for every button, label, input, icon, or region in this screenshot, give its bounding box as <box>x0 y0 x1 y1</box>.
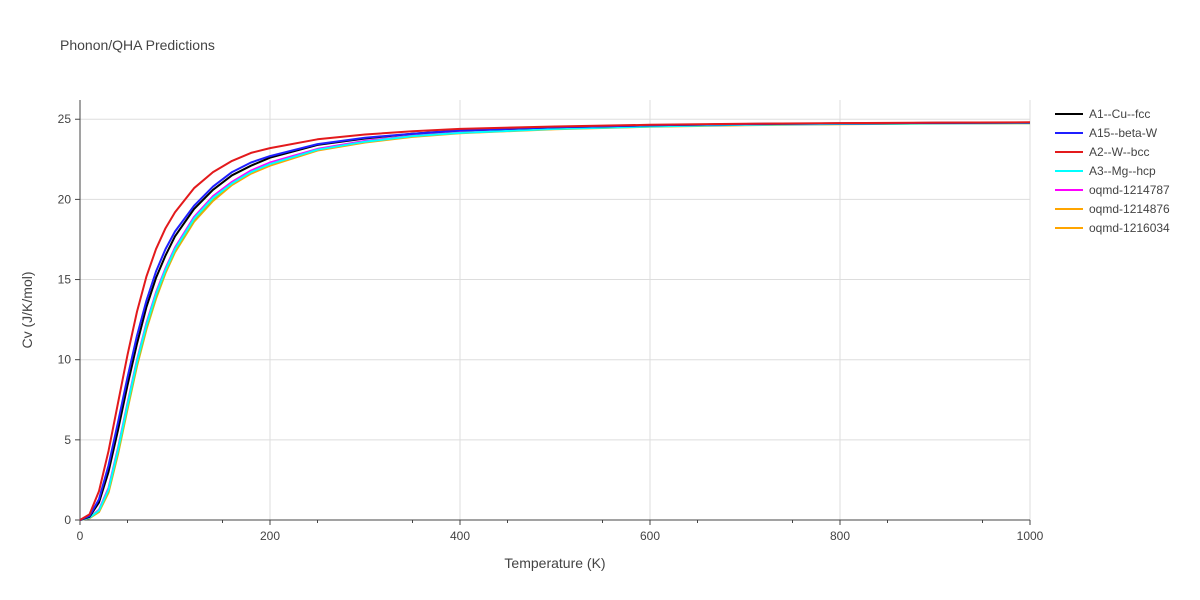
legend-label: oqmd-1214876 <box>1089 202 1170 216</box>
y-tick-label: 0 <box>64 513 71 527</box>
axes: 0 200 400 600 800 1000 0 5 10 15 20 25 <box>58 100 1044 543</box>
y-axis-title: Cv (J/K/mol) <box>19 272 35 349</box>
x-tick-label: 600 <box>640 529 660 543</box>
x-tick-label: 400 <box>450 529 470 543</box>
legend-label: oqmd-1214787 <box>1089 183 1170 197</box>
legend-label: A3--Mg--hcp <box>1089 164 1156 178</box>
legend-item-oqmd-1214787[interactable]: oqmd-1214787 <box>1055 183 1170 197</box>
legend[interactable]: A1--Cu--fcc A15--beta-W A2--W--bcc A3--Mg--… <box>1055 107 1170 235</box>
y-tick-label: 25 <box>58 112 72 126</box>
x-tick-label: 800 <box>830 529 850 543</box>
y-tick-label: 5 <box>64 433 71 447</box>
chart-title: Phonon/QHA Predictions <box>60 37 215 53</box>
legend-label: A15--beta-W <box>1089 126 1158 140</box>
grid <box>80 100 1031 520</box>
legend-label: A2--W--bcc <box>1089 145 1149 159</box>
y-tick-label: 10 <box>58 353 72 367</box>
x-tick-label: 200 <box>260 529 280 543</box>
x-tick-label: 1000 <box>1017 529 1044 543</box>
legend-item-A15--beta-W[interactable]: A15--beta-W <box>1055 126 1158 140</box>
series-line-A3--Mg--hcp <box>79 122 1031 521</box>
legend-label: A1--Cu--fcc <box>1089 107 1150 121</box>
x-axis-title: Temperature (K) <box>504 555 605 571</box>
legend-label: oqmd-1216034 <box>1089 221 1170 235</box>
series-line-A1--Cu--fcc <box>79 121 1031 521</box>
legend-item-oqmd-1214876[interactable]: oqmd-1214876 <box>1055 202 1170 216</box>
y-tick-label: 20 <box>58 192 72 206</box>
legend-item-A2--W--bcc[interactable]: A2--W--bcc <box>1055 145 1149 159</box>
series-line-A2--W--bcc <box>79 121 1031 521</box>
series-layer <box>79 121 1031 521</box>
legend-item-A1--Cu--fcc[interactable]: A1--Cu--fcc <box>1055 107 1150 121</box>
x-tick-label: 0 <box>77 529 84 543</box>
y-tick-label: 15 <box>58 273 72 287</box>
legend-item-oqmd-1216034[interactable]: oqmd-1216034 <box>1055 221 1170 235</box>
legend-item-A3--Mg--hcp[interactable]: A3--Mg--hcp <box>1055 164 1156 178</box>
